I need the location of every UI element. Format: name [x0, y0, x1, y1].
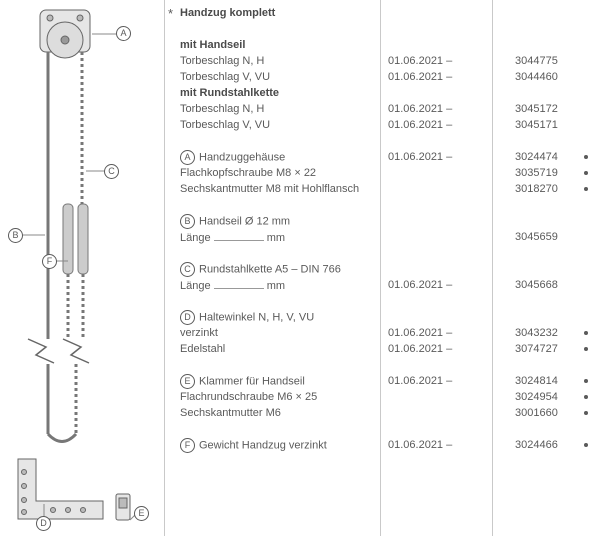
article-cell: 3045668 — [515, 278, 575, 292]
date-cell: 01.06.2021 – — [388, 438, 478, 452]
desc-cell: FGewicht Handzug verzinkt — [180, 438, 380, 453]
article-cell: 3024954 — [515, 390, 575, 404]
parts-catalog-page: * Handzug komplett mit Handseil Torbesch… — [0, 0, 600, 536]
item-letter-icon: D — [180, 310, 195, 325]
parts-diagram: A B C D E F — [8, 4, 158, 532]
dot-cell — [580, 342, 592, 356]
date-cell: 01.06.2021 – — [388, 118, 478, 132]
section-heading: mit Rundstahlkette — [180, 86, 380, 100]
item-letter-icon: B — [180, 214, 195, 229]
blank-fill-line — [214, 278, 264, 289]
article-cell: 3045171 — [515, 118, 575, 132]
desc-cell: Edelstahl — [180, 342, 380, 356]
desc-cell: EKlammer für Handseil — [180, 374, 380, 389]
dot-cell — [580, 182, 592, 196]
item-letter-icon: A — [180, 150, 195, 165]
date-cell: 01.06.2021 – — [388, 326, 478, 340]
desc-cell: Länge mm — [180, 278, 380, 293]
desc-cell: AHandzuggehäuse — [180, 150, 380, 165]
article-cell: 3001660 — [515, 406, 575, 420]
article-cell: 3044460 — [515, 70, 575, 84]
desc-cell: Flachkopfschraube M8 × 22 — [180, 166, 380, 180]
dot-cell — [580, 326, 592, 340]
callout-c: C — [104, 164, 119, 179]
diagram-svg — [8, 4, 158, 532]
article-cell: 3045659 — [515, 230, 575, 244]
desc-cell: Torbeschlag N, H — [180, 102, 380, 116]
dot-cell — [580, 390, 592, 404]
article-cell: 3043232 — [515, 326, 575, 340]
desc-cell: CRundstahlkette A5 – DIN 766 — [180, 262, 380, 277]
date-cell: 01.06.2021 – — [388, 278, 478, 292]
item-letter-icon: F — [180, 438, 195, 453]
callout-a: A — [116, 26, 131, 41]
dot-cell — [580, 150, 592, 164]
header-title: Handzug komplett — [180, 6, 380, 20]
desc-cell: Torbeschlag V, VU — [180, 118, 380, 132]
article-cell: 3035719 — [515, 166, 575, 180]
desc-cell: Flachrundschraube M6 × 25 — [180, 390, 380, 404]
article-cell: 3018270 — [515, 182, 575, 196]
callout-d: D — [36, 516, 51, 531]
callout-b: B — [8, 228, 23, 243]
desc-cell: Länge mm — [180, 230, 380, 245]
desc-cell: Sechskantmutter M8 mit Hohlflansch — [180, 182, 380, 196]
desc-cell: Torbeschlag V, VU — [180, 70, 380, 84]
desc-cell: Sechskantmutter M6 — [180, 406, 380, 420]
item-letter-icon: E — [180, 374, 195, 389]
dot-cell — [580, 438, 592, 452]
date-cell: 01.06.2021 – — [388, 102, 478, 116]
article-cell: 3045172 — [515, 102, 575, 116]
article-cell: 3024814 — [515, 374, 575, 388]
desc-cell: DHaltewinkel N, H, V, VU — [180, 310, 380, 325]
date-cell: 01.06.2021 – — [388, 150, 478, 164]
section-heading: mit Handseil — [180, 38, 380, 52]
callout-e: E — [134, 506, 149, 521]
date-cell: 01.06.2021 – — [388, 342, 478, 356]
dot-cell — [580, 166, 592, 180]
callout-f: F — [42, 254, 57, 269]
desc-cell: Torbeschlag N, H — [180, 54, 380, 68]
dot-cell — [580, 406, 592, 420]
date-cell: 01.06.2021 – — [388, 70, 478, 84]
article-cell: 3074727 — [515, 342, 575, 356]
blank-fill-line — [214, 230, 264, 241]
article-cell: 3024474 — [515, 150, 575, 164]
dot-cell — [580, 374, 592, 388]
desc-cell: BHandseil Ø 12 mm — [180, 214, 380, 229]
item-letter-icon: C — [180, 262, 195, 277]
desc-cell: verzinkt — [180, 326, 380, 340]
article-cell: 3024466 — [515, 438, 575, 452]
date-cell: 01.06.2021 – — [388, 54, 478, 68]
date-cell: 01.06.2021 – — [388, 374, 478, 388]
article-cell: 3044775 — [515, 54, 575, 68]
